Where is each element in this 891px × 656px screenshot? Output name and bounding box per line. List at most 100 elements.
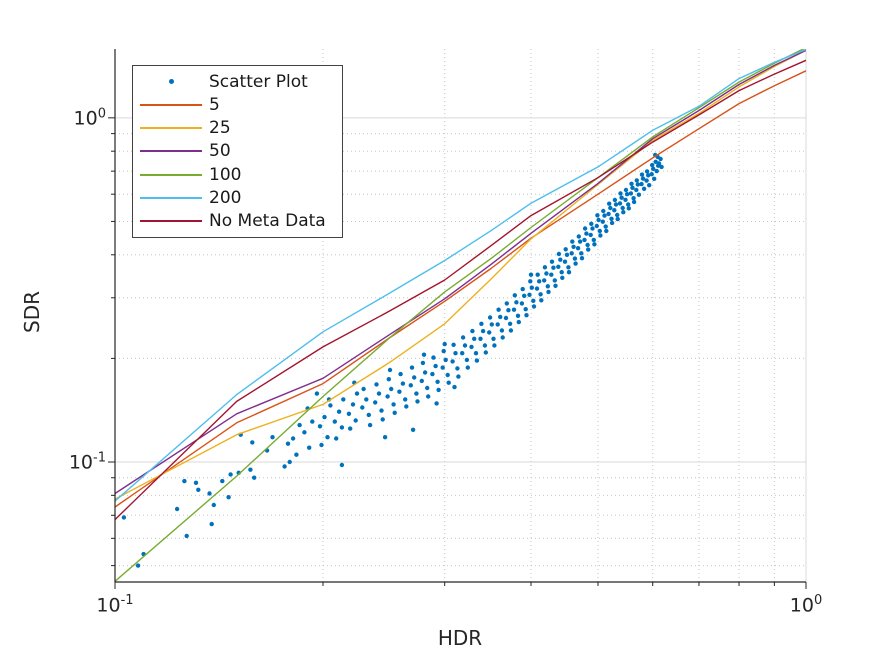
scatter-point xyxy=(462,343,468,348)
legend-item: 100 xyxy=(133,163,342,186)
scatter-point xyxy=(585,242,590,248)
scatter-point xyxy=(410,427,416,432)
scatter-point xyxy=(653,159,658,164)
scatter-point xyxy=(563,247,568,252)
scatter-point xyxy=(382,435,388,440)
scatter-point xyxy=(507,321,513,326)
scatter-point xyxy=(386,377,391,382)
x-tick-label: 100 xyxy=(789,593,823,617)
legend-item-label: No Meta Data xyxy=(209,211,326,232)
scatter-point xyxy=(354,391,360,396)
scatter-point xyxy=(307,445,312,450)
scatter-point xyxy=(589,221,594,226)
scatter-point xyxy=(433,363,438,369)
scatter-point xyxy=(626,202,631,207)
scatter-point xyxy=(595,213,600,218)
scatter-point xyxy=(400,381,406,386)
scatter-point xyxy=(414,391,419,396)
scatter-point xyxy=(404,404,409,409)
scatter-point xyxy=(445,372,450,378)
scatter-point xyxy=(252,475,257,480)
scatter-point xyxy=(495,322,500,327)
scatter-point xyxy=(442,341,447,347)
scatter-point xyxy=(480,328,486,334)
scatter-point xyxy=(577,239,583,244)
scatter-point xyxy=(601,208,606,214)
scatter-point xyxy=(341,397,346,402)
scatter-point xyxy=(656,161,662,166)
scatter-point xyxy=(558,257,563,262)
scatter-point xyxy=(635,182,640,187)
legend-item-label: 25 xyxy=(209,118,231,139)
scatter-point xyxy=(641,186,647,191)
scatter-point xyxy=(520,286,525,292)
scatter-point xyxy=(542,278,547,283)
legend-line-sample xyxy=(140,168,202,182)
scatter-point xyxy=(226,495,231,500)
line-series-50 xyxy=(115,49,806,495)
scatter-point xyxy=(647,183,652,188)
scatter-point xyxy=(353,418,358,423)
scatter-point xyxy=(373,400,378,405)
legend-item-label: 200 xyxy=(209,188,242,209)
scatter-point xyxy=(421,352,427,357)
scatter-point xyxy=(615,216,620,222)
scatter-point xyxy=(360,405,365,410)
scatter-point xyxy=(575,246,581,251)
scatter-point xyxy=(398,371,403,377)
scatter-point xyxy=(615,212,620,218)
scatter-point xyxy=(302,430,307,435)
scatter-point xyxy=(597,228,602,234)
scatter-point xyxy=(478,336,483,341)
scatter-point xyxy=(591,237,596,243)
scatter-point xyxy=(523,307,528,312)
legend: Scatter Plot 5 25 50 100 200 No Meta Data xyxy=(132,65,343,238)
scatter-point xyxy=(634,187,639,193)
scatter-point xyxy=(314,391,320,396)
scatter-point xyxy=(328,403,333,408)
line-swatch-icon xyxy=(140,173,202,176)
scatter-point xyxy=(361,386,366,392)
scatter-point xyxy=(483,350,488,355)
scatter-point xyxy=(379,408,384,413)
scatter-point xyxy=(619,195,624,200)
scatter-point xyxy=(228,472,233,477)
scatter-point xyxy=(435,379,440,384)
scatter-point xyxy=(436,387,441,393)
scatter-point xyxy=(522,293,527,298)
scatter-point xyxy=(460,351,465,356)
scatter-point xyxy=(629,181,634,186)
scatter-point xyxy=(570,239,575,244)
scatter-point xyxy=(636,192,642,197)
scatter-point xyxy=(514,300,519,305)
scatter-point xyxy=(325,435,330,440)
legend-item-label: 5 xyxy=(209,94,220,115)
legend-item: 5 xyxy=(133,93,342,116)
scatter-point xyxy=(628,191,634,196)
scatter-point xyxy=(631,196,636,201)
scatter-point xyxy=(584,231,589,236)
scatter-point xyxy=(456,374,461,379)
scatter-point xyxy=(319,442,324,448)
scatter-point xyxy=(652,176,657,181)
scatter-point xyxy=(193,480,199,485)
scatter-point xyxy=(613,202,619,207)
scatter-point xyxy=(409,365,415,370)
scatter-point xyxy=(560,275,565,280)
scatter-point xyxy=(426,394,431,399)
scatter-point xyxy=(499,328,505,333)
scatter-point xyxy=(588,232,593,238)
scatter-point xyxy=(392,410,397,415)
scatter-point xyxy=(419,378,424,384)
line-swatch-icon xyxy=(140,103,202,106)
y-tick-label: 100 xyxy=(73,106,106,130)
scatter-point xyxy=(376,391,382,396)
scatter-point xyxy=(527,292,532,297)
scatter-point xyxy=(564,252,570,257)
scatter-point xyxy=(529,285,534,290)
scatter-point xyxy=(582,226,588,231)
scatter-point xyxy=(516,319,521,325)
scatter-point xyxy=(562,259,568,264)
scatter-point xyxy=(594,223,599,229)
scatter-point xyxy=(184,533,189,539)
